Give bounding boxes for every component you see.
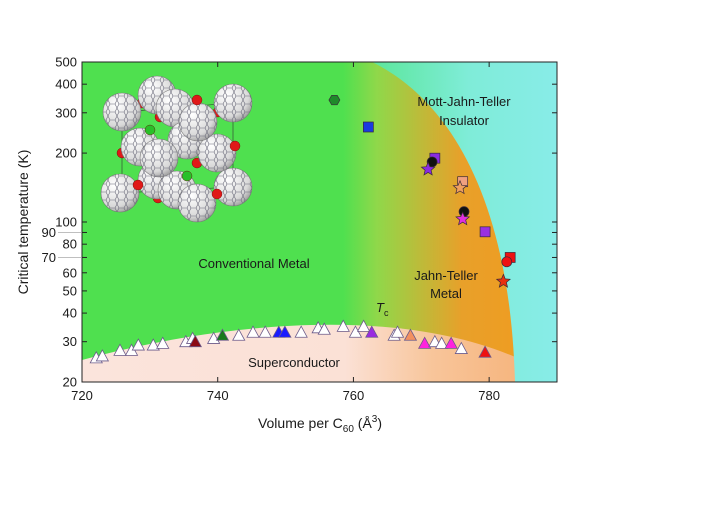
y-tick-label: 90: [42, 225, 56, 240]
y-tick-label: 300: [55, 105, 77, 120]
y-tick-label: 40: [63, 306, 77, 321]
tc-triangle-point: [390, 325, 405, 338]
y-tick-label: 80: [63, 237, 77, 252]
cation-atom: [211, 188, 223, 200]
c60-cage-pattern: [103, 93, 141, 131]
y-tick-label: 70: [42, 250, 56, 265]
c60-cage-pattern: [214, 84, 252, 122]
y-tick-label: 100: [55, 215, 77, 230]
tc-triangle-point: [258, 325, 272, 338]
x-axis-label: Volume per C60 (Å3): [258, 414, 382, 435]
tc-triangle-point: [317, 322, 331, 335]
y-tick-label: 30: [63, 334, 77, 349]
tc-triangle-point: [478, 345, 492, 358]
label-conventional-metal: Conventional Metal: [198, 256, 309, 271]
tc-triangle-point: [95, 349, 110, 362]
tc-triangle-point: [294, 325, 308, 338]
cation-atom: [229, 140, 241, 152]
x-tick-label: 720: [71, 388, 93, 403]
tc-triangle-point: [278, 325, 292, 338]
tc-triangle-point: [113, 343, 127, 356]
transition-square-point: [363, 121, 374, 133]
label-tc: Tc: [376, 300, 389, 318]
tc-triangle-point: [232, 328, 246, 341]
crystal-structure-inset: [100, 75, 253, 223]
tc-triangle-point: [365, 325, 379, 338]
transition-star-point: [452, 179, 468, 195]
y-tick-label: 200: [55, 146, 77, 161]
tc-triangle-point: [215, 328, 230, 341]
tc-triangle-point: [188, 334, 202, 348]
tc-triangle-point: [156, 336, 170, 349]
c60-cage-pattern: [140, 139, 178, 177]
c60-cage-pattern: [178, 184, 216, 222]
tc-triangle-point: [434, 336, 449, 349]
transition-hexagon-point: [328, 94, 341, 106]
tc-triangle-point: [206, 331, 221, 344]
x-tick-label: 740: [207, 388, 229, 403]
c60-cage-pattern: [179, 103, 217, 141]
cation-atom: [191, 94, 203, 106]
c60-cage-pattern: [214, 168, 252, 206]
tc-triangle-point: [454, 341, 468, 354]
transition-star-point: [420, 161, 436, 176]
y-axis-label: Critical temperature (K): [15, 150, 31, 295]
x-tick-label: 760: [343, 388, 365, 403]
dopant-atom: [144, 124, 156, 136]
dopant-atom: [181, 170, 193, 182]
label-jt-2: Metal: [430, 286, 462, 301]
label-jt-1: Jahn-Teller: [414, 268, 478, 283]
transition-square-point: [479, 226, 491, 238]
y-tick-label: 50: [63, 283, 77, 298]
tc-triangle-point: [146, 338, 160, 351]
insulator-region: [372, 62, 557, 382]
tc-triangle-point: [356, 319, 371, 332]
tc-triangle-point: [403, 328, 418, 341]
y-tick-label: 500: [55, 55, 77, 70]
label-superconductor: Superconductor: [248, 355, 340, 370]
tc-triangle-point: [246, 325, 260, 338]
x-tick-label: 780: [478, 388, 500, 403]
transition-circle-point: [501, 256, 513, 268]
y-tick-label: 60: [63, 265, 77, 280]
tc-triangle-point: [418, 336, 432, 349]
cation-atom: [132, 179, 144, 191]
c60-cage-pattern: [101, 174, 139, 212]
transition-star-point: [495, 273, 511, 288]
label-mjt-2: Insulator: [439, 113, 490, 128]
y-tick-label: 400: [55, 77, 77, 92]
tc-triangle-point: [444, 336, 458, 349]
tc-triangle-point: [131, 338, 145, 351]
c60-cage-pattern: [198, 134, 236, 172]
label-mjt-1: Mott-Jahn-Teller: [417, 94, 511, 109]
tc-triangle-point: [336, 319, 350, 332]
transition-star-point: [455, 211, 471, 226]
y-tick-label: 20: [63, 375, 77, 390]
